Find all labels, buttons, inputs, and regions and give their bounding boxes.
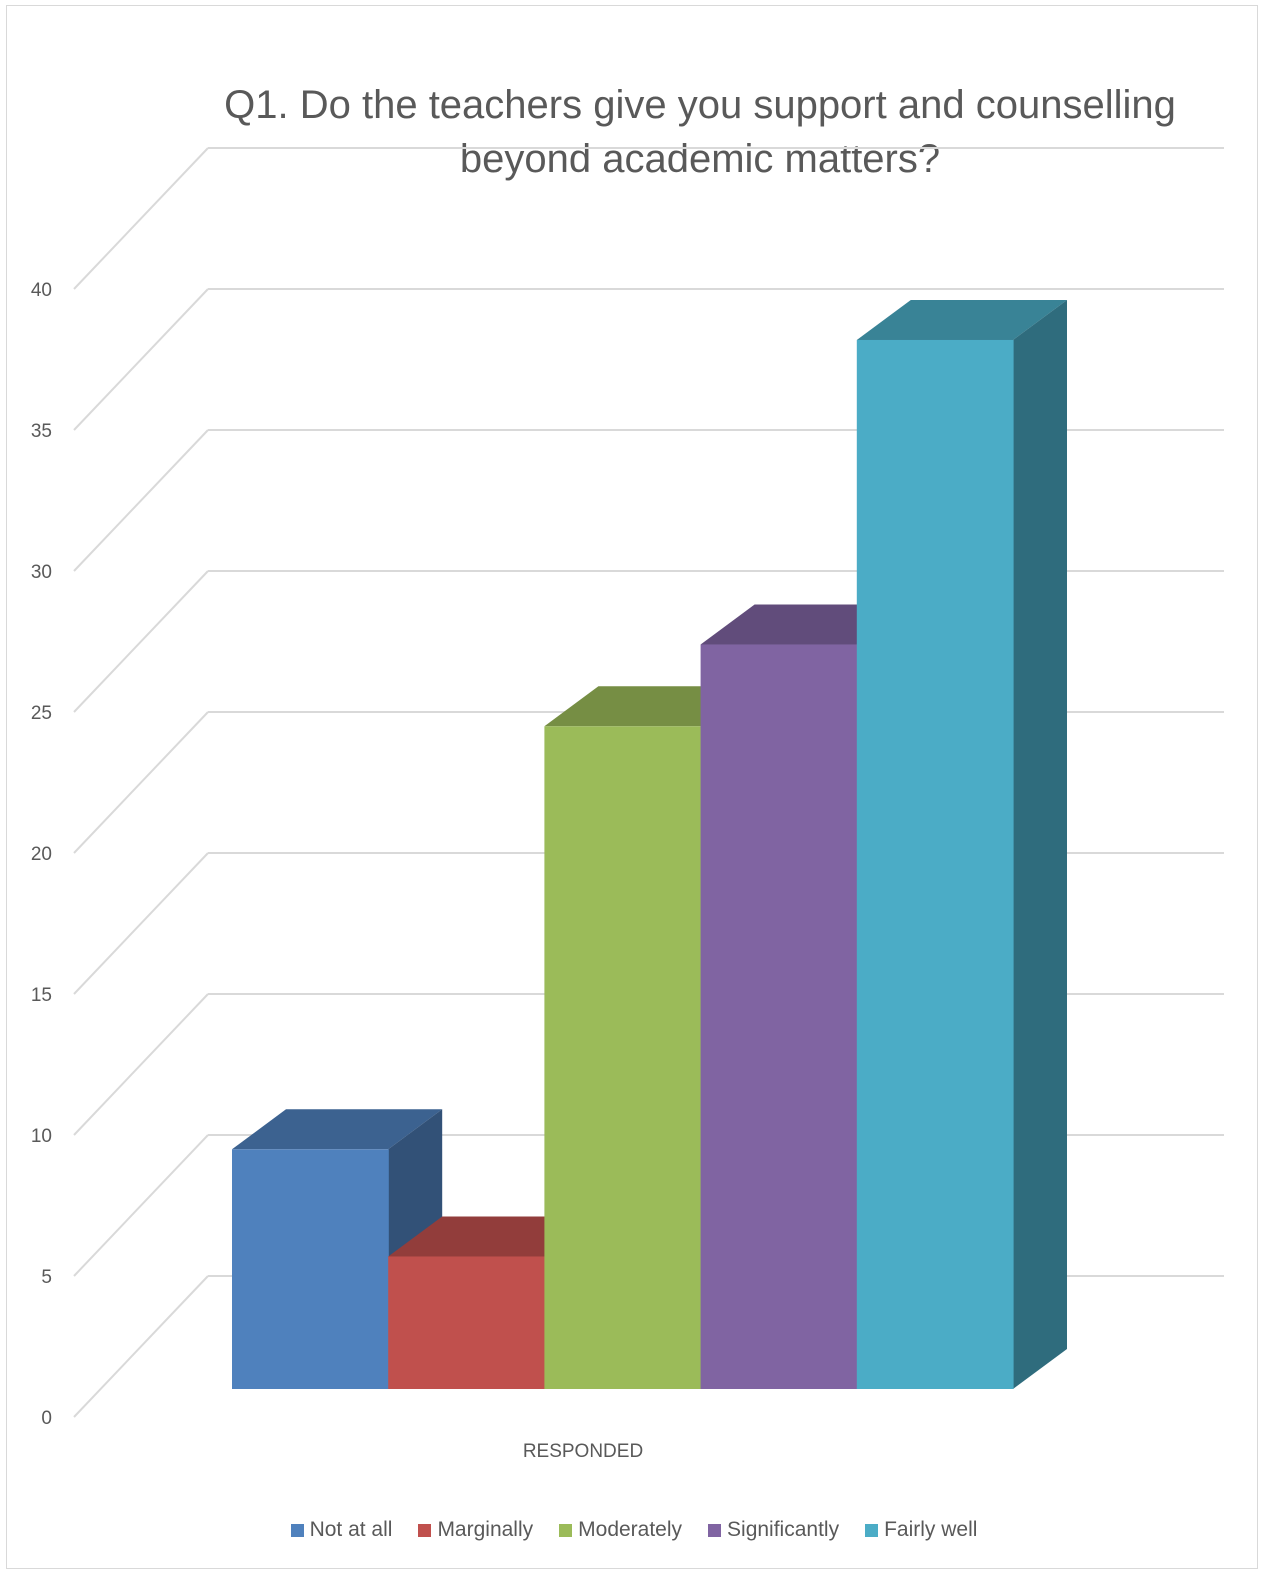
y-tick-label: 25 <box>31 703 52 724</box>
legend-swatch <box>559 1523 573 1537</box>
bar-front-face <box>856 339 1014 1390</box>
bar-side-face <box>1013 299 1067 1390</box>
legend-label: Moderately <box>578 1518 683 1541</box>
bar-top-face <box>856 299 1067 340</box>
y-tick-label: 15 <box>31 985 52 1006</box>
bar-top-face <box>232 1109 443 1150</box>
legend-swatch <box>865 1523 879 1537</box>
legend-item: Fairly well <box>865 1518 977 1542</box>
chart-title: Q1. Do the teachers give you support and… <box>224 83 1176 181</box>
legend-item: Marginally <box>418 1518 533 1542</box>
legend-swatch <box>418 1523 432 1537</box>
legend-label: Significantly <box>727 1518 840 1541</box>
gridline-side <box>73 570 209 713</box>
bar-fairly-well <box>856 299 1067 1390</box>
y-tick-label: 0 <box>41 1408 52 1429</box>
gridline-side <box>73 1275 209 1418</box>
gridline-side <box>73 147 209 290</box>
legend-label: Not at all <box>309 1518 393 1541</box>
bar-front-face <box>700 644 858 1389</box>
legend-label: Marginally <box>437 1518 534 1541</box>
bar-front-face <box>544 726 702 1389</box>
y-axis-ticks: 0 5 10 15 20 25 30 35 40 <box>31 280 52 1429</box>
y-tick-label: 40 <box>31 280 52 301</box>
gridline-side <box>73 288 209 431</box>
y-tick-label: 35 <box>31 421 52 442</box>
gridline-side <box>73 429 209 572</box>
legend-item: Not at all <box>290 1518 393 1542</box>
legend: Not at all Marginally Moderately Significan… <box>0 1518 1268 1543</box>
bar-front-face <box>388 1256 545 1389</box>
bars <box>232 299 1067 1390</box>
gridline-side <box>73 852 209 995</box>
gridline-side <box>73 993 209 1136</box>
gridline-side <box>73 1134 209 1277</box>
y-tick-label: 10 <box>31 1126 52 1147</box>
legend-swatch <box>708 1523 722 1537</box>
x-axis-category-label: RESPONDED <box>523 1441 643 1462</box>
legend-swatch <box>290 1523 304 1537</box>
legend-label: Fairly well <box>884 1518 978 1541</box>
bar-front-face <box>232 1149 389 1389</box>
y-tick-label: 30 <box>31 562 52 583</box>
gridline-side <box>73 711 209 854</box>
y-tick-label: 5 <box>41 1267 52 1288</box>
y-tick-label: 20 <box>31 844 52 865</box>
legend-item: Moderately <box>559 1518 682 1542</box>
legend-item: Significantly <box>708 1518 839 1542</box>
